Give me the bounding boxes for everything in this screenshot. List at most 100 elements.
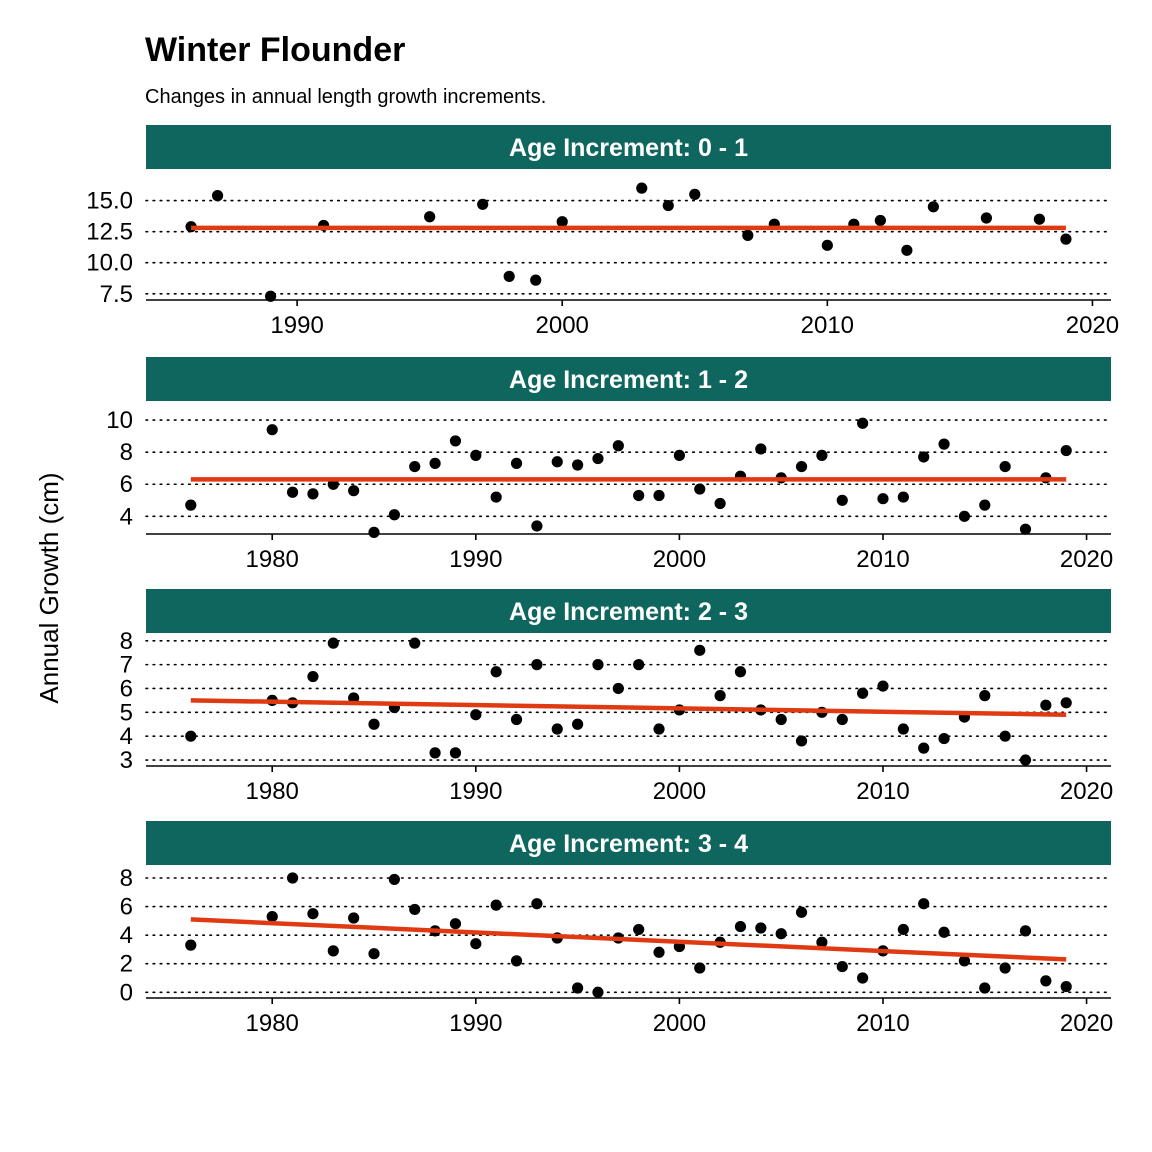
data-point — [694, 962, 706, 974]
y-tick-label: 12.5 — [86, 219, 133, 246]
data-point — [409, 903, 421, 916]
data-point — [979, 690, 991, 702]
data-point — [816, 936, 828, 948]
y-tick-label: 10 — [106, 407, 133, 434]
data-point — [429, 747, 441, 759]
data-point — [734, 666, 747, 678]
data-point — [286, 872, 299, 884]
y-tick-label: 4 — [120, 922, 133, 949]
y-tick-label: 2 — [120, 951, 133, 978]
data-point — [592, 659, 604, 671]
facet-strip-label: Age Increment: 2 - 3 — [509, 598, 748, 626]
x-tick-label: 1990 — [270, 312, 323, 339]
data-point — [938, 438, 950, 450]
data-point — [979, 499, 991, 511]
data-point — [531, 520, 543, 532]
data-point — [836, 494, 848, 506]
data-point — [918, 898, 930, 910]
data-point — [490, 666, 502, 678]
data-point — [795, 735, 808, 747]
data-point — [307, 488, 319, 500]
data-point — [368, 948, 380, 960]
data-point — [636, 182, 648, 194]
data-point — [775, 713, 787, 726]
y-tick-label: 3 — [120, 747, 133, 774]
data-point — [348, 485, 360, 497]
data-point — [938, 926, 950, 938]
data-point — [714, 690, 726, 702]
x-tick-label: 2000 — [653, 1010, 706, 1037]
y-tick-label: 6 — [120, 894, 133, 921]
data-point — [857, 687, 869, 699]
data-point — [531, 659, 543, 671]
data-point — [368, 718, 380, 730]
data-point — [185, 499, 197, 511]
data-point — [918, 451, 930, 463]
data-point — [694, 483, 706, 495]
data-point — [327, 637, 339, 649]
data-point — [429, 457, 441, 469]
data-point — [1060, 444, 1072, 457]
data-point — [1019, 754, 1032, 766]
data-point — [901, 244, 913, 256]
data-point — [510, 713, 523, 726]
data-point — [795, 460, 808, 473]
data-point — [795, 906, 808, 918]
data-point — [1040, 975, 1052, 987]
data-point — [1033, 213, 1046, 225]
data-point — [821, 239, 833, 251]
data-point — [877, 680, 889, 692]
data-point — [857, 417, 869, 429]
facet-strip-label: Age Increment: 1 - 2 — [509, 366, 748, 394]
data-point — [1060, 233, 1072, 245]
x-tick-label: 2020 — [1060, 1010, 1113, 1037]
data-point — [477, 198, 489, 210]
facet-strip — [146, 589, 1111, 633]
x-tick-label: 1990 — [449, 546, 502, 573]
data-point — [1019, 523, 1032, 535]
data-point — [979, 982, 991, 994]
data-point — [653, 946, 665, 958]
data-point — [572, 982, 584, 994]
x-tick-label: 1990 — [449, 1010, 502, 1037]
x-tick-label: 2010 — [856, 778, 909, 805]
data-point — [572, 459, 584, 471]
data-point — [266, 910, 278, 923]
data-point — [897, 923, 909, 936]
x-tick-label: 2010 — [856, 1010, 909, 1037]
facet-strip-label: Age Increment: 3 - 4 — [509, 830, 748, 858]
data-point — [857, 972, 869, 984]
data-point — [662, 199, 674, 212]
data-point — [531, 898, 543, 910]
y-tick-label: 5 — [120, 699, 133, 726]
data-point — [874, 214, 886, 227]
x-tick-label: 1980 — [246, 1010, 299, 1037]
data-point — [633, 923, 645, 936]
data-point — [551, 723, 563, 735]
data-point — [1040, 699, 1052, 711]
data-point — [633, 489, 645, 502]
data-point — [877, 493, 889, 505]
data-point — [266, 424, 278, 436]
data-point — [999, 730, 1011, 742]
data-point — [556, 216, 568, 228]
data-point — [1060, 697, 1072, 709]
y-tick-label: 6 — [120, 675, 133, 702]
y-tick-label: 10.0 — [86, 250, 133, 277]
data-point — [999, 460, 1011, 473]
data-point — [958, 510, 971, 522]
data-point — [897, 723, 909, 735]
facet-panel-1: Age Increment: 0 - 1 7.5 10.0 12.5 15.0 1990 2… — [86, 125, 1119, 339]
data-point — [694, 644, 706, 656]
data-point — [185, 730, 197, 742]
data-point — [612, 440, 624, 452]
data-point — [653, 723, 665, 735]
data-point — [510, 955, 523, 967]
x-tick-label: 1990 — [449, 778, 502, 805]
data-point — [409, 460, 421, 473]
data-point — [689, 188, 701, 200]
data-point — [286, 486, 299, 498]
x-tick-label: 2000 — [536, 312, 589, 339]
